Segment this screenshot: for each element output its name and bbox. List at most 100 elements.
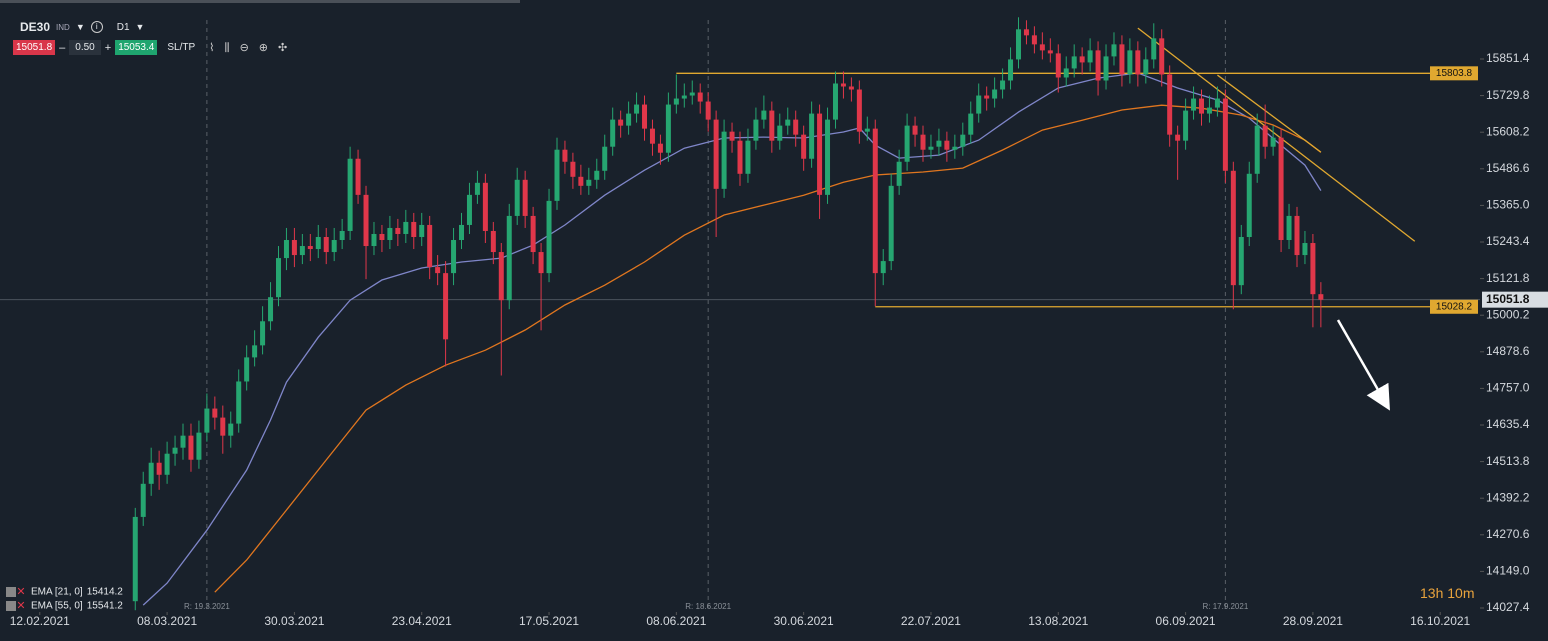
candle-body [132, 516, 138, 602]
candle-body [578, 176, 584, 186]
legend-value: 15541.2 [87, 601, 124, 612]
level-label: 15803.8 [1436, 68, 1473, 79]
candle-body [960, 134, 966, 147]
candle-body [912, 125, 918, 135]
candle-body [1238, 236, 1244, 286]
ask[interactable]: 15053.4 [115, 40, 158, 55]
candle-body [379, 233, 385, 241]
candle-body [1262, 125, 1268, 147]
candle-body [1230, 170, 1236, 286]
level-tag [1430, 66, 1478, 81]
candle-body [840, 83, 846, 87]
last-price-tag [1482, 291, 1548, 308]
tool-icons[interactable]: ⌇⫼⊖⊕✣ [209, 41, 298, 54]
candle-body [363, 194, 369, 247]
candle-body [283, 240, 289, 259]
candle-body [610, 119, 616, 147]
timer: 13h 10m [1420, 585, 1475, 601]
y-tick-label: 14878.6 [1486, 344, 1530, 358]
candle-body [1079, 56, 1085, 63]
candle-body [1087, 50, 1093, 63]
candle-body [1159, 38, 1165, 75]
candle-body [1031, 35, 1037, 45]
dropdown[interactable]: ▼ [135, 22, 145, 32]
candle-body [204, 408, 210, 433]
candle-body [490, 230, 496, 253]
legend-icon: ✕ [16, 600, 25, 612]
dropdown[interactable]: ▼ [75, 22, 85, 32]
y-tick-label: 15243.4 [1486, 234, 1530, 248]
x-tick-label: 08.06.2021 [646, 614, 706, 628]
candle-body [538, 252, 544, 274]
candle-body [904, 125, 910, 162]
candle-body [275, 258, 281, 298]
minus[interactable]: – [59, 41, 66, 54]
candle-body [244, 357, 250, 382]
candle-body [466, 194, 472, 225]
top-strip [0, 0, 520, 3]
candle-body [1214, 98, 1220, 108]
y-tick-label: 15851.4 [1486, 51, 1530, 65]
candle-body [665, 104, 671, 153]
candle-body [299, 246, 305, 256]
y-tick-label: 15000.2 [1486, 307, 1530, 321]
candle-body [785, 119, 791, 126]
ema-line [214, 104, 1322, 593]
candle-body [944, 140, 950, 150]
candle-body [1278, 137, 1284, 241]
candle-body [140, 483, 146, 517]
candle-body [1206, 107, 1212, 114]
candle-body [459, 224, 465, 241]
candle-body [180, 435, 186, 448]
y-tick-label: 14027.4 [1486, 600, 1530, 614]
candle-body [1199, 98, 1205, 114]
spread[interactable]: 0.50 [69, 40, 101, 55]
candle-body [1047, 50, 1053, 54]
candle-body [745, 140, 751, 174]
candle-body [856, 89, 862, 132]
candle-body [562, 149, 568, 162]
candle-body [172, 447, 178, 454]
interval[interactable]: D1 [116, 21, 130, 33]
y-tick-label: 15121.8 [1486, 271, 1530, 285]
candle-body [148, 462, 154, 484]
candle-body [395, 227, 401, 234]
y-tick-label: 14149.0 [1486, 564, 1530, 578]
legend-icon [6, 587, 16, 597]
level-tag [1430, 299, 1478, 314]
y-tick-label: 14270.6 [1486, 527, 1530, 541]
candle-body [1000, 80, 1006, 90]
candle-body [1318, 294, 1324, 300]
x-tick-label: 16.10.2021 [1410, 614, 1470, 628]
symbol[interactable]: DE30 [20, 20, 51, 34]
x-tick-label: 30.06.2021 [774, 614, 834, 628]
candle-body [713, 119, 719, 189]
candle-body [1270, 137, 1276, 147]
x-tick-label: 12.02.2021 [10, 614, 70, 628]
candle-body [769, 110, 775, 141]
candle-body [212, 408, 218, 418]
candle-body [793, 119, 799, 135]
last-price-label: 15051.8 [1486, 292, 1530, 306]
y-tick-label: 15608.2 [1486, 124, 1530, 138]
candle-body [339, 230, 345, 241]
candle-body [801, 134, 807, 159]
candle-body [1095, 50, 1101, 81]
candle-body [506, 215, 512, 301]
candle-body [474, 182, 480, 195]
candle-body [419, 224, 425, 237]
candle-body [443, 273, 449, 340]
info-icon[interactable]: i [90, 21, 103, 33]
plus[interactable]: + [104, 41, 112, 54]
sl-tp[interactable]: SL/TP [167, 42, 196, 53]
marker-label: R: 19.3.2021 [184, 602, 230, 611]
candle-body [721, 131, 727, 189]
candle-body [387, 227, 393, 241]
candle-body [1103, 56, 1109, 81]
candle-body [291, 240, 297, 256]
candle-body [936, 140, 942, 147]
symbol-type: IND [56, 22, 70, 32]
candle-body [156, 462, 162, 475]
bid[interactable]: 15051.8 [13, 40, 56, 55]
